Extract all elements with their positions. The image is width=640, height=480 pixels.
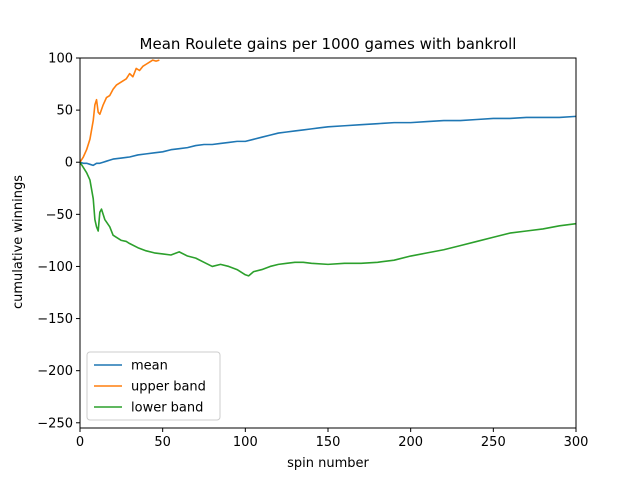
y-tick-label: −200 — [37, 364, 73, 379]
x-tick-label: 50 — [154, 435, 171, 450]
y-tick-label: −100 — [37, 260, 73, 275]
series-line-mean — [80, 115, 576, 167]
x-tick-label: 150 — [316, 435, 341, 450]
y-tick-label: 0 — [65, 156, 73, 171]
y-tick-label: −150 — [37, 312, 73, 327]
y-axis-label: cumulative winnings — [11, 175, 26, 309]
legend-label-mean: mean — [131, 359, 168, 374]
y-tick-label: 100 — [48, 52, 73, 67]
legend-box — [86, 351, 221, 421]
x-tick-label: 0 — [76, 435, 84, 450]
x-tick-label: 100 — [233, 435, 258, 450]
series-line-upper-band — [80, 59, 160, 163]
legend: mean upper band lower band — [86, 351, 221, 421]
series-line-lower-band — [80, 161, 576, 277]
y-tick-label: 50 — [56, 104, 73, 119]
x-axis-label: spin number — [287, 456, 369, 471]
x-tick-label: 300 — [564, 435, 589, 450]
legend-label-upper-band: upper band — [131, 380, 206, 395]
plot-area: 0 50 100 150 200 250 300 −250 −200 −150 −100 −50 0 50… — [37, 52, 588, 451]
x-tick-label: 200 — [398, 435, 423, 450]
x-tick-label: 250 — [481, 435, 506, 450]
y-tick-label: −250 — [37, 416, 73, 431]
y-tick-label: −50 — [46, 208, 73, 223]
chart-title: Mean Roulete gains per 1000 games with b… — [140, 35, 517, 53]
legend-label-lower-band: lower band — [131, 401, 203, 416]
